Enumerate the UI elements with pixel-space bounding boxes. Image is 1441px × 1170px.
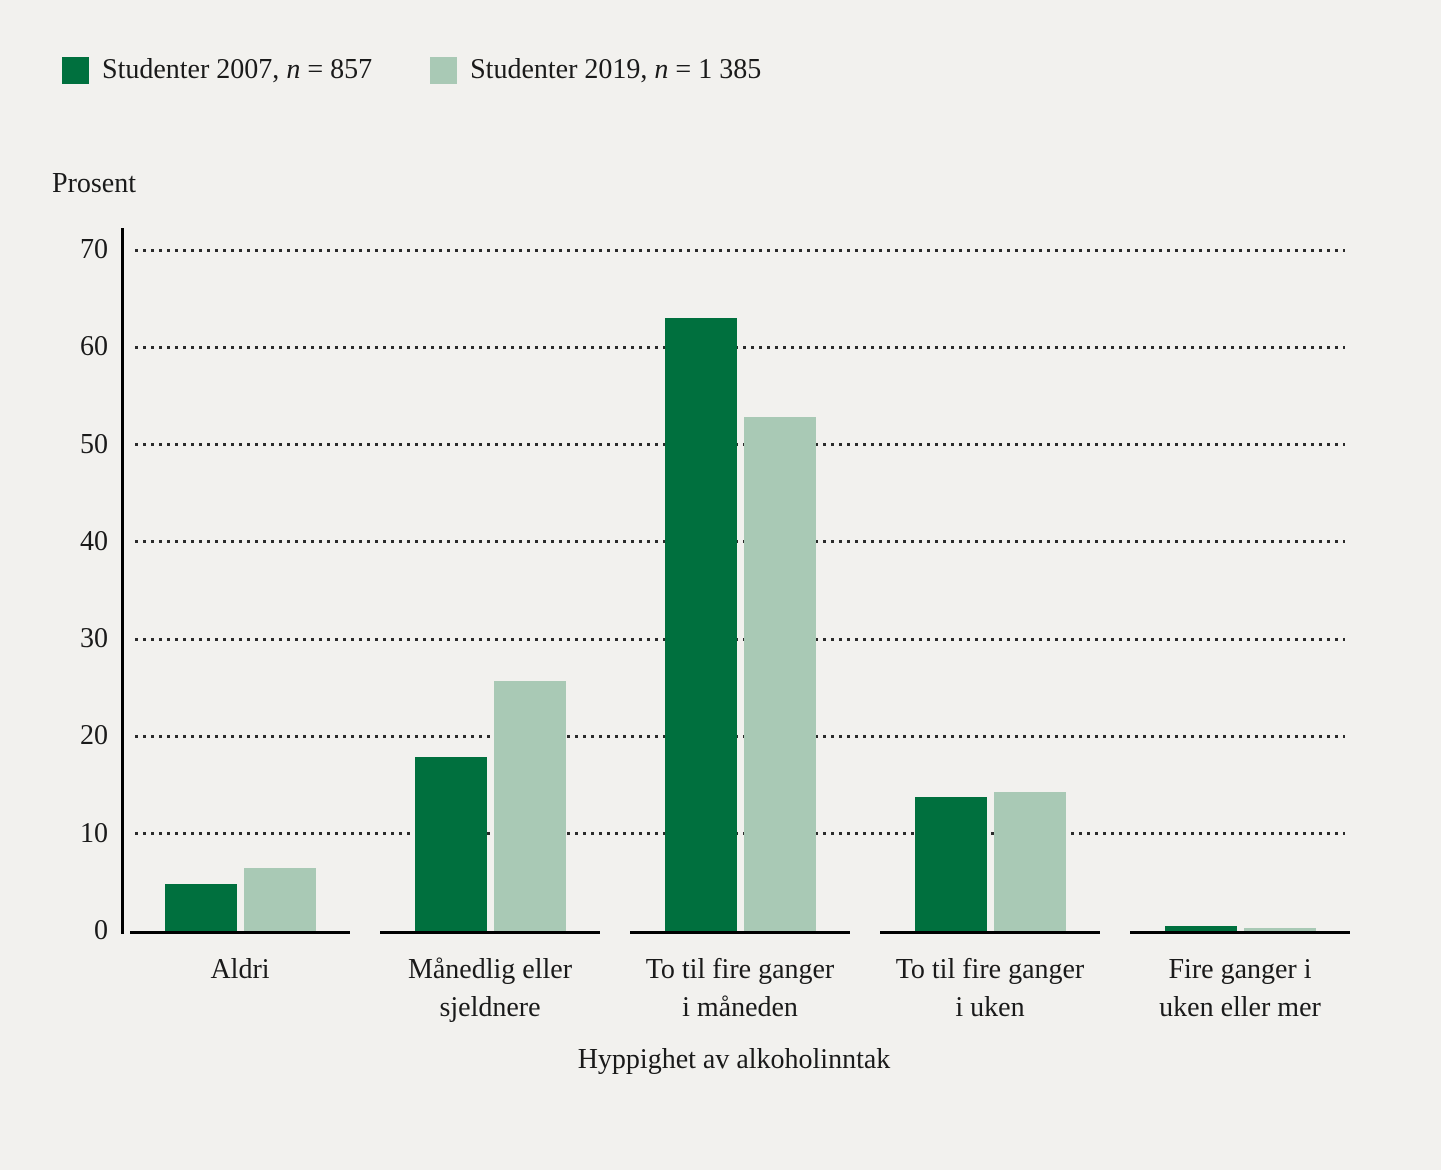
y-tick-label: 50 xyxy=(80,428,108,460)
category-baseline xyxy=(630,931,850,934)
y-tick-label: 0 xyxy=(94,915,108,946)
y-axis-line xyxy=(121,228,124,934)
legend-item: Studenter 2019, n = 1 385 xyxy=(430,54,761,86)
category-label-line: Månedlig eller xyxy=(407,954,573,985)
category-label: Månedlig eller sjeldnere xyxy=(310,951,670,1027)
category-label-line: i måneden xyxy=(682,992,798,1023)
bar-studenter-2019-cat0 xyxy=(243,868,316,931)
bar-studenter-2007-cat4 xyxy=(1164,926,1237,931)
y-tick-label: 70 xyxy=(80,234,108,265)
category-label: Aldri xyxy=(60,951,420,989)
category-baseline xyxy=(380,931,600,934)
y-tick-label: 10 xyxy=(80,817,108,849)
legend-label: Studenter 2019, n = 1 385 xyxy=(470,54,762,85)
category-label-line: To til fire ganger xyxy=(645,954,835,985)
gridline-70 xyxy=(135,248,1345,252)
y-tick-label: 40 xyxy=(80,525,108,557)
bar-studenter-2019-cat3 xyxy=(993,792,1066,931)
category-label-line: i uken xyxy=(955,992,1025,1023)
bar-studenter-2007-cat2 xyxy=(664,318,737,931)
gridline-20 xyxy=(135,734,1345,738)
category-label: To til fire ganger i uken xyxy=(810,951,1170,1027)
category-baseline xyxy=(130,931,350,934)
bar-studenter-2019-cat4 xyxy=(1243,928,1316,931)
x-axis-title: Hyppighet av alkoholinntak xyxy=(577,1044,891,1075)
y-tick-label: 30 xyxy=(80,623,108,655)
gridline-30 xyxy=(135,637,1345,641)
bar-studenter-2007-cat1 xyxy=(414,757,487,931)
category-label: To til fire ganger i måneden xyxy=(560,951,920,1027)
bar-studenter-2007-cat3 xyxy=(914,797,987,931)
category-baseline xyxy=(1130,931,1350,934)
bar-studenter-2007-cat0 xyxy=(164,884,237,931)
category-label-line: uken eller mer xyxy=(1159,992,1321,1023)
gridline-40 xyxy=(135,540,1345,544)
gridline-60 xyxy=(135,345,1345,349)
chart-legend: Studenter 2007, n = 857 Studenter 2019, n… xyxy=(62,54,819,86)
bar-studenter-2019-cat2 xyxy=(743,417,816,931)
y-axis-title: Prosent xyxy=(52,168,136,199)
gridline-10 xyxy=(135,832,1345,836)
bar-studenter-2019-cat1 xyxy=(493,681,566,931)
legend-item: Studenter 2007, n = 857 xyxy=(62,54,372,86)
category-label-line: Fire ganger i xyxy=(1168,954,1312,985)
y-tick-label: 60 xyxy=(80,331,108,363)
category-label: Fire ganger i uken eller mer xyxy=(1060,951,1420,1027)
category-label-line: sjeldnere xyxy=(439,992,541,1023)
gridline-50 xyxy=(135,443,1345,447)
category-baseline xyxy=(880,931,1100,934)
legend-label: Studenter 2007, n = 857 xyxy=(102,54,373,85)
category-label-line: To til fire ganger xyxy=(895,954,1085,985)
legend-swatch-icon xyxy=(62,56,89,84)
legend-swatch-icon xyxy=(430,56,458,84)
y-tick-label: 20 xyxy=(80,720,108,752)
category-label-line: Aldri xyxy=(210,954,270,985)
